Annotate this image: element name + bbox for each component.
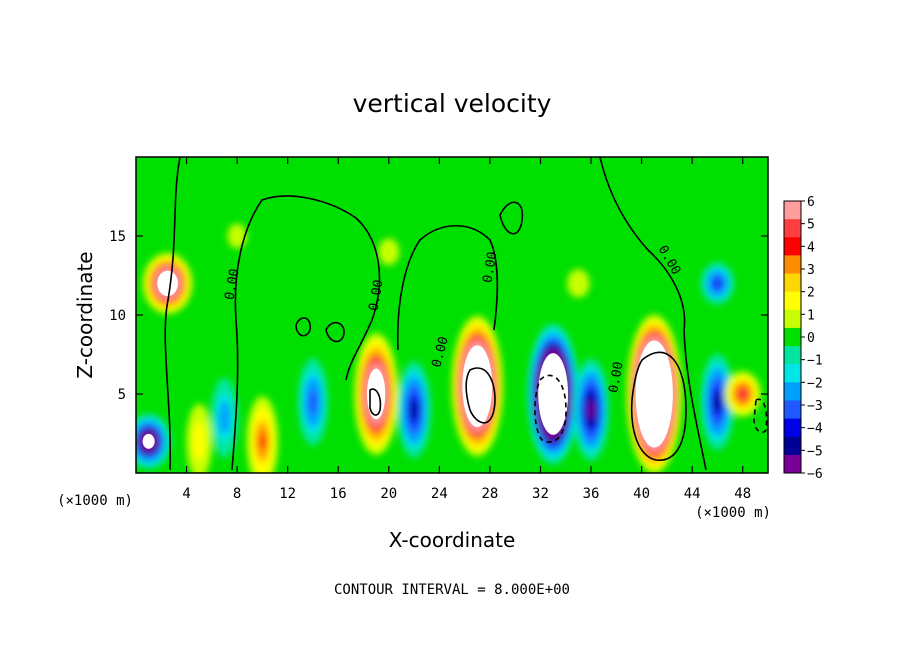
contour-zero-2 [231,195,381,471]
field-band [383,244,395,260]
plot-area: 0.00 0.000.000.000.000.00 4 8 12 16 20 24 28 32 3… [109,156,769,502]
contour-interval-footer: CONTOUR INTERVAL = 8.000E+00 [334,582,570,598]
colorbar-tick-label: 1 [807,308,815,323]
field-band [714,396,721,408]
field-core-saturated [635,340,673,448]
colorbar-tick-label: −2 [807,376,823,391]
field-band [221,408,228,427]
contour-zero-1 [164,157,181,471]
velocity-field [136,223,761,473]
contour-strong-5 [369,388,382,416]
x-tick-label: 16 [330,486,347,502]
colorbar-swatch [784,291,801,311]
x-tick-label: 44 [684,486,701,502]
colorbar-tick-label: −4 [807,422,823,437]
x-unit-label: (×1000 m) [695,505,771,521]
colorbar-swatch [784,400,801,420]
x-tick-label: 48 [734,486,751,502]
x-tick-label: 28 [481,486,498,502]
colorbar-swatch [784,346,801,365]
contour-label: 0.00 [222,268,242,301]
x-tick-label: 36 [583,486,600,502]
field-band [309,394,316,410]
field-band [714,279,721,288]
colorbar-tick-label: −1 [807,354,823,369]
field-band [195,430,203,453]
contour-zero-5 [499,201,524,235]
z-axis-label: Z-coordinate [73,251,97,378]
x-tick-label: 40 [633,486,650,502]
contour-strong-4 [753,398,768,434]
field-cores [142,270,673,449]
contour-zero-3 [396,224,499,351]
field-core-saturated [142,433,155,449]
field-band [227,223,247,249]
colorbar-tick-label: −6 [807,467,823,482]
contour-label: 0.00 [366,279,386,312]
colorbar-swatch [784,364,801,383]
contour-strong-1 [630,351,687,461]
colorbar-swatch [784,454,801,474]
field-band [739,390,746,398]
chart-title: vertical velocity [353,89,552,118]
x-tick-label: 12 [279,486,296,502]
field-band [571,274,586,293]
colorbar-tick-label: 2 [807,286,815,301]
colorbar-tick-label: 4 [807,240,815,255]
contour-zero-4 [599,157,707,471]
colorbar-swatch [784,309,801,329]
colorbar: 6 5 4 3 2 1 0 −1 −2 −3 −4 −5 −6 [783,195,823,482]
x-tick-label: 4 [182,486,190,502]
field-core-saturated [538,353,569,435]
contour-label: 0.00 [606,361,626,394]
colorbar-swatch [784,327,801,347]
colorbar-swatch [784,237,801,256]
x-tick-label: 32 [532,486,549,502]
contour-lines [164,157,768,471]
colorbar-swatch [784,255,801,275]
z-tick-label: 10 [109,308,126,324]
z-axis: 5 10 15 [109,229,768,403]
colorbar-swatch [784,418,801,438]
colorbar-swatch [784,219,801,238]
field-band [411,404,418,416]
colorbar-tick-label: 5 [807,218,815,233]
contour-label: 0.00 [480,251,500,284]
colorbar-swatch [784,273,801,293]
z-unit-label: (×1000 m) [57,493,133,509]
x-tick-label: 24 [431,486,448,502]
x-tick-label: 20 [380,486,397,502]
colorbar-tick-label: −3 [807,399,823,414]
colorbar-swatch [784,436,801,456]
field-band [259,434,266,449]
contour-zero-7 [295,317,311,337]
contour-zero-6 [325,321,345,343]
x-axis-label: X-coordinate [389,528,516,552]
contour-strong-2 [465,367,496,424]
x-tick-label: 8 [233,486,241,502]
contour-strong-3 [534,374,567,443]
colorbar-swatch [784,382,801,401]
colorbar-swatch [784,201,801,220]
colorbar-tick-label: −5 [807,444,823,459]
z-tick-label: 5 [118,387,126,403]
x-axis: 4 8 12 16 20 24 28 32 36 40 44 48 [182,157,751,502]
field-core-saturated [157,270,178,297]
z-tick-label: 15 [109,229,126,245]
colorbar-tick-label: 6 [807,195,815,210]
colorbar-tick-label: 3 [807,263,815,278]
field-band [588,404,595,415]
colorbar-tick-label: 0 [807,331,815,346]
